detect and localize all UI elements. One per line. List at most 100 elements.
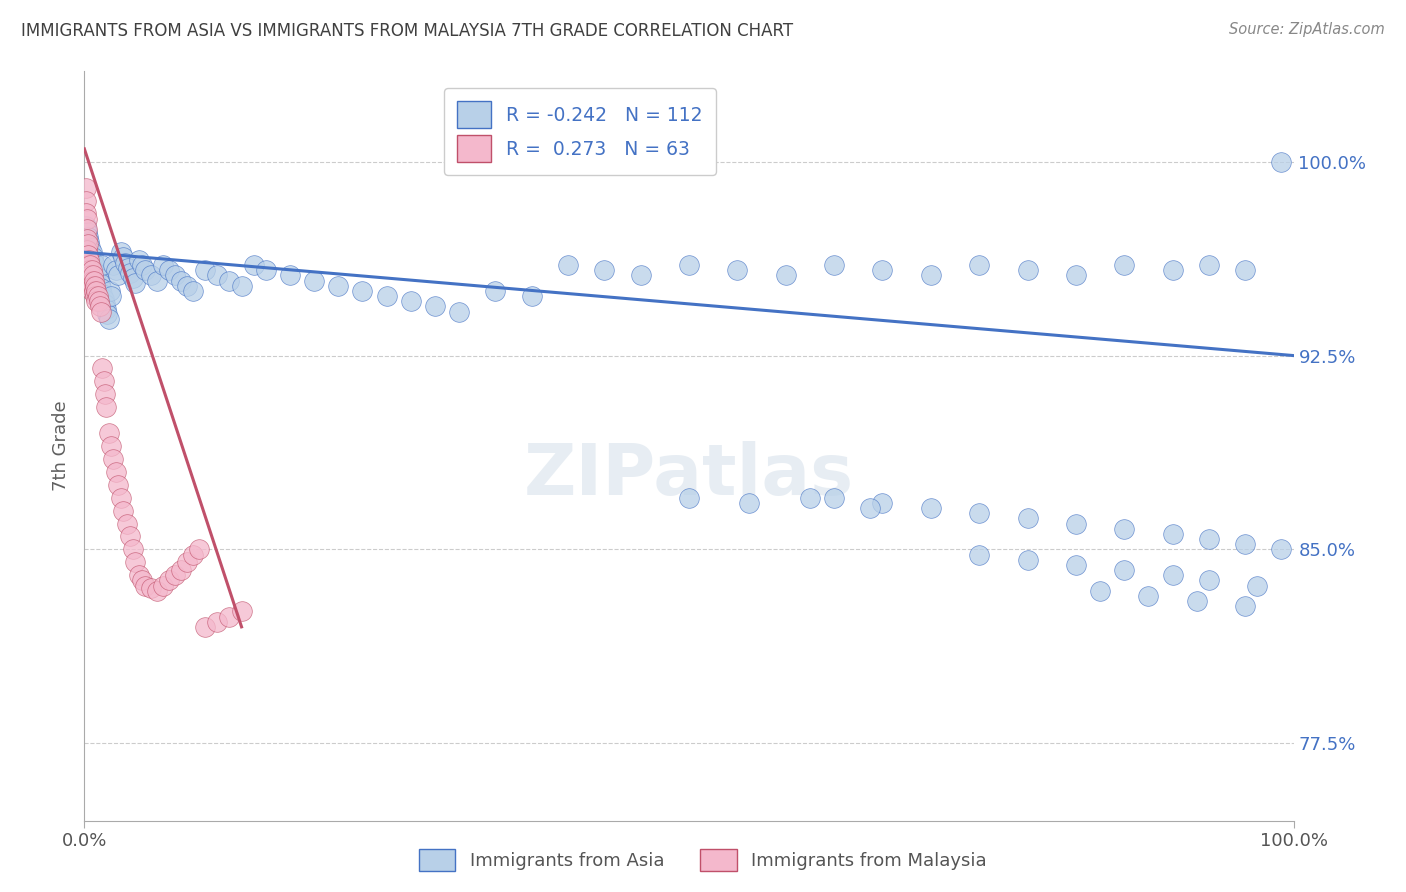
Point [1114,563,1136,577]
Point [218,609,240,624]
Point [134,263,156,277]
Point [593,263,616,277]
Point [165,268,187,283]
Point [1161,526,1184,541]
Point [725,263,748,277]
Point [1064,516,1087,531]
Point [87,294,110,309]
Point [176,278,198,293]
Point [86,278,108,293]
Point [1064,558,1087,572]
Point [231,278,253,293]
Point [75,194,97,208]
Point [449,304,471,318]
Point [79,252,101,267]
Point [112,503,135,517]
Point [165,568,187,582]
Point [188,542,211,557]
Point [799,491,821,505]
Point [82,278,104,293]
Point [157,263,180,277]
Point [1198,258,1220,272]
Point [107,477,129,491]
Point [1114,522,1136,536]
Point [967,548,990,562]
Point [110,245,132,260]
Point [1270,542,1292,557]
Point [94,297,117,311]
Point [83,255,105,269]
Point [242,258,264,272]
Point [131,574,153,588]
Point [128,252,150,267]
Point [90,281,112,295]
Point [1017,552,1039,566]
Point [207,615,229,629]
Point [146,583,169,598]
Point [920,268,942,283]
Legend: Immigrants from Asia, Immigrants from Malaysia: Immigrants from Asia, Immigrants from Ma… [412,842,994,879]
Point [76,225,98,239]
Point [1017,511,1039,525]
Point [84,274,107,288]
Point [94,301,117,316]
Point [170,274,193,288]
Point [117,260,139,275]
Point [84,278,107,293]
Point [77,252,100,267]
Point [104,263,127,277]
Point [77,258,100,272]
Point [157,574,180,588]
Point [872,496,894,510]
Point [80,258,103,272]
Point [859,501,882,516]
Point [1234,263,1257,277]
Point [194,263,217,277]
Point [80,245,103,260]
Point [79,268,101,283]
Y-axis label: 7th Grade: 7th Grade [52,401,70,491]
Point [520,289,543,303]
Point [103,258,125,272]
Point [93,375,115,389]
Point [678,491,700,505]
Point [80,263,103,277]
Point [124,277,146,291]
Point [112,251,135,265]
Point [139,268,162,283]
Point [77,248,100,262]
Point [97,426,120,441]
Point [678,258,700,272]
Point [630,268,652,283]
Point [82,251,104,265]
Point [872,263,894,277]
Point [86,294,108,309]
Point [100,439,122,453]
Point [207,268,229,283]
Point [75,206,97,220]
Point [75,219,97,234]
Text: Source: ZipAtlas.com: Source: ZipAtlas.com [1229,22,1385,37]
Point [96,307,118,321]
Point [120,529,142,543]
Point [1161,568,1184,582]
Point [91,258,114,272]
Point [75,180,97,194]
Point [82,263,104,277]
Point [1161,263,1184,277]
Point [823,491,845,505]
Point [218,274,240,288]
Point [77,268,100,283]
Point [77,243,100,257]
Point [775,268,797,283]
Point [134,578,156,592]
Point [152,578,174,592]
Point [89,300,111,314]
Point [90,304,112,318]
Point [115,516,138,531]
Point [231,604,253,618]
Point [181,548,204,562]
Point [375,289,398,303]
Point [97,312,120,326]
Point [738,496,761,510]
